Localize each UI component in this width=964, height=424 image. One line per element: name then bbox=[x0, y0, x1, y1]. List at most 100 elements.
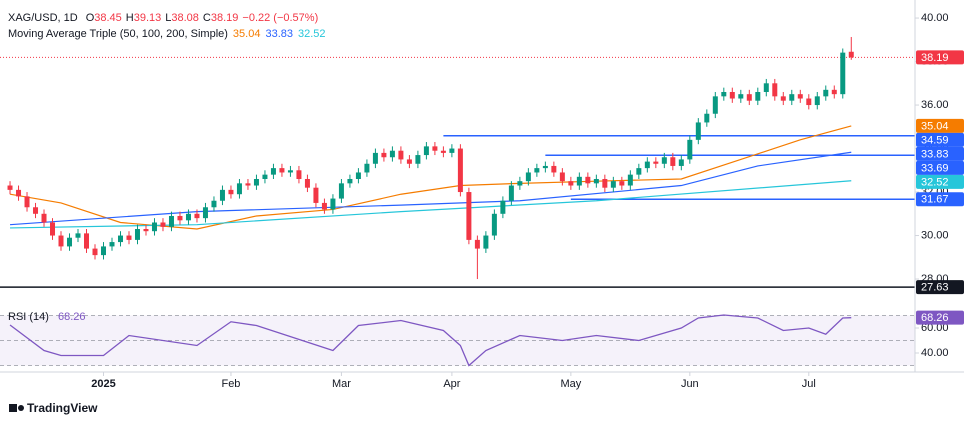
axes: 28.0030.0032.0034.0036.0038.0040.002025F… bbox=[0, 0, 964, 390]
candle-body bbox=[100, 246, 106, 256]
brand-name: TradingView bbox=[27, 401, 98, 415]
brand-icon bbox=[18, 405, 24, 411]
candle-body bbox=[780, 96, 786, 101]
candle-body bbox=[33, 207, 39, 214]
candle-body bbox=[619, 181, 625, 186]
ohlc-label: O bbox=[86, 12, 95, 24]
candle-body bbox=[432, 146, 438, 151]
candle-body bbox=[211, 200, 217, 208]
x-tick-label: May bbox=[560, 378, 581, 390]
brand-icon bbox=[9, 404, 17, 412]
candle-body bbox=[296, 170, 302, 179]
ohlc-value: 38.19 bbox=[211, 12, 239, 24]
brand: TradingView bbox=[9, 401, 98, 415]
candle-body bbox=[517, 181, 523, 186]
price-badge-label: 34.59 bbox=[921, 134, 949, 146]
candle-body bbox=[41, 213, 47, 223]
candle-body bbox=[92, 248, 98, 256]
candle-body bbox=[406, 159, 412, 164]
moving-average bbox=[9, 125, 852, 230]
x-tick-label: Mar bbox=[332, 378, 351, 390]
candle-body bbox=[738, 94, 744, 99]
price-badge-label: 27.63 bbox=[921, 281, 949, 293]
y-tick-label: 36.00 bbox=[921, 99, 949, 111]
candle-body bbox=[712, 96, 718, 114]
price-badge bbox=[916, 118, 964, 133]
candle-body bbox=[704, 113, 710, 123]
price-badge bbox=[916, 160, 964, 175]
change: −0.22 (−0.57%) bbox=[242, 12, 318, 24]
x-tick-label: Jul bbox=[802, 378, 816, 390]
ohlc-value: 39.13 bbox=[134, 12, 162, 24]
candle-body bbox=[746, 94, 752, 101]
plot-area: RSI (14) 68.26 bbox=[0, 36, 915, 367]
candle-body bbox=[551, 165, 557, 173]
rsi-label: RSI (14) bbox=[8, 311, 49, 323]
candle-body bbox=[661, 157, 667, 164]
price-badge-label: 38.19 bbox=[921, 52, 949, 64]
y-tick-label: 30.00 bbox=[921, 229, 949, 241]
candle-body bbox=[721, 91, 727, 97]
candle-body bbox=[840, 52, 846, 95]
candle-body bbox=[355, 172, 361, 179]
x-tick-label: Feb bbox=[221, 378, 240, 390]
candle-body bbox=[398, 150, 404, 160]
price-badge bbox=[916, 50, 964, 65]
price-badge-label: 35.04 bbox=[921, 120, 949, 132]
candle-body bbox=[848, 51, 854, 58]
ohlc-label: H bbox=[126, 12, 134, 24]
candle-body bbox=[440, 150, 446, 153]
price-badge-label: 33.83 bbox=[921, 148, 949, 160]
candle-body bbox=[236, 183, 242, 195]
ohlc-value: 38.08 bbox=[171, 12, 199, 24]
y-tick-label: 40.00 bbox=[921, 12, 949, 24]
candle-body bbox=[823, 89, 829, 97]
indicator-name: Moving Average Triple (50, 100, 200, Sim… bbox=[8, 28, 228, 40]
candle-body bbox=[542, 165, 548, 169]
symbol: XAG/USD, 1D bbox=[8, 12, 78, 24]
candle-body bbox=[338, 183, 344, 199]
candle-body bbox=[304, 178, 310, 188]
candle-body bbox=[449, 148, 455, 153]
candle-body bbox=[627, 174, 633, 186]
candle-body bbox=[160, 222, 166, 227]
candle-body bbox=[372, 152, 378, 164]
candle-body bbox=[194, 213, 200, 219]
ohlc-label: L bbox=[165, 12, 171, 24]
candle-body bbox=[763, 83, 769, 92]
price-badge-label: 31.67 bbox=[921, 194, 949, 206]
header-indicator: Moving Average Triple (50, 100, 200, Sim… bbox=[8, 28, 326, 40]
candle-body bbox=[389, 150, 395, 158]
candle-body bbox=[525, 172, 531, 182]
rsi-tick-label: 60.00 bbox=[921, 322, 949, 334]
rsi-tick-label: 40.00 bbox=[921, 347, 949, 359]
indicator-value: 32.52 bbox=[298, 28, 326, 40]
candle-body bbox=[585, 176, 591, 184]
rsi-badge-label: 68.26 bbox=[921, 312, 949, 324]
candle-body bbox=[143, 229, 149, 232]
candle-body bbox=[772, 83, 778, 97]
price-badge bbox=[916, 132, 964, 147]
candle-body bbox=[126, 235, 132, 240]
header-ohlc: XAG/USD, 1D O38.45 H39.13 L38.08 C38.19 −0.22… bbox=[8, 12, 318, 24]
candle-body bbox=[16, 189, 22, 197]
candle-body bbox=[245, 183, 251, 186]
candle-body bbox=[347, 178, 353, 184]
candle-body bbox=[457, 148, 463, 193]
candle-body bbox=[7, 185, 13, 190]
price-badge bbox=[916, 174, 964, 189]
candle-body bbox=[279, 168, 285, 173]
candle-body bbox=[24, 196, 30, 208]
candle-body bbox=[576, 176, 582, 186]
ohlc-value: 38.45 bbox=[94, 12, 122, 24]
candle-body bbox=[755, 91, 761, 101]
candle-body bbox=[491, 213, 497, 236]
candle-body bbox=[415, 155, 421, 164]
candle-body bbox=[653, 161, 659, 164]
candle-body bbox=[330, 198, 336, 210]
candle-body bbox=[168, 215, 174, 227]
candle-body bbox=[287, 170, 293, 173]
candle-body bbox=[423, 146, 429, 156]
price-badge bbox=[916, 280, 964, 295]
